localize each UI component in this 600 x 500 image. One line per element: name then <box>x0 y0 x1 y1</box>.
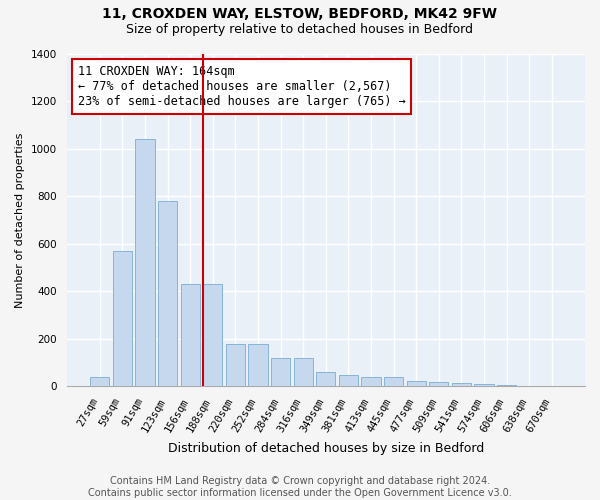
Bar <box>293 358 313 386</box>
Bar <box>248 344 268 387</box>
Bar <box>407 380 426 386</box>
Bar <box>158 201 177 386</box>
Bar <box>203 284 223 386</box>
Text: 11 CROXDEN WAY: 164sqm
← 77% of detached houses are smaller (2,567)
23% of semi-: 11 CROXDEN WAY: 164sqm ← 77% of detached… <box>77 65 406 108</box>
Bar <box>339 374 358 386</box>
Bar <box>452 383 471 386</box>
Bar <box>181 284 200 386</box>
Bar <box>90 377 109 386</box>
Bar <box>361 377 380 386</box>
Bar <box>113 251 132 386</box>
Bar <box>271 358 290 386</box>
Text: Contains HM Land Registry data © Crown copyright and database right 2024.
Contai: Contains HM Land Registry data © Crown c… <box>88 476 512 498</box>
Bar <box>226 344 245 387</box>
Y-axis label: Number of detached properties: Number of detached properties <box>15 132 25 308</box>
Bar <box>475 384 494 386</box>
Bar <box>316 372 335 386</box>
Bar <box>429 382 448 386</box>
Bar <box>136 140 155 386</box>
Bar <box>384 377 403 386</box>
Text: 11, CROXDEN WAY, ELSTOW, BEDFORD, MK42 9FW: 11, CROXDEN WAY, ELSTOW, BEDFORD, MK42 9… <box>103 8 497 22</box>
X-axis label: Distribution of detached houses by size in Bedford: Distribution of detached houses by size … <box>167 442 484 455</box>
Text: Size of property relative to detached houses in Bedford: Size of property relative to detached ho… <box>127 22 473 36</box>
